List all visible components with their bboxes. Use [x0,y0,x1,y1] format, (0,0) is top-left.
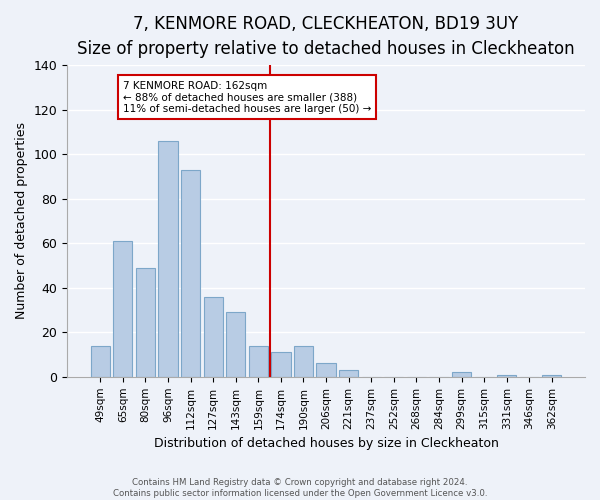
Title: 7, KENMORE ROAD, CLECKHEATON, BD19 3UY
Size of property relative to detached hou: 7, KENMORE ROAD, CLECKHEATON, BD19 3UY S… [77,15,575,58]
Bar [542,374,562,377]
Text: 7 KENMORE ROAD: 162sqm
← 88% of detached houses are smaller (388)
11% of semi-de: 7 KENMORE ROAD: 162sqm ← 88% of detached… [123,80,371,114]
Bar [91,346,110,377]
Bar [316,364,335,377]
Bar [113,241,133,377]
Bar [226,312,245,377]
X-axis label: Distribution of detached houses by size in Cleckheaton: Distribution of detached houses by size … [154,437,499,450]
Text: Contains HM Land Registry data © Crown copyright and database right 2024.
Contai: Contains HM Land Registry data © Crown c… [113,478,487,498]
Bar [249,346,268,377]
Bar [181,170,200,377]
Y-axis label: Number of detached properties: Number of detached properties [15,122,28,320]
Bar [136,268,155,377]
Bar [203,296,223,377]
Bar [271,352,290,377]
Bar [339,370,358,377]
Bar [294,346,313,377]
Bar [497,374,517,377]
Bar [452,372,471,377]
Bar [158,141,178,377]
